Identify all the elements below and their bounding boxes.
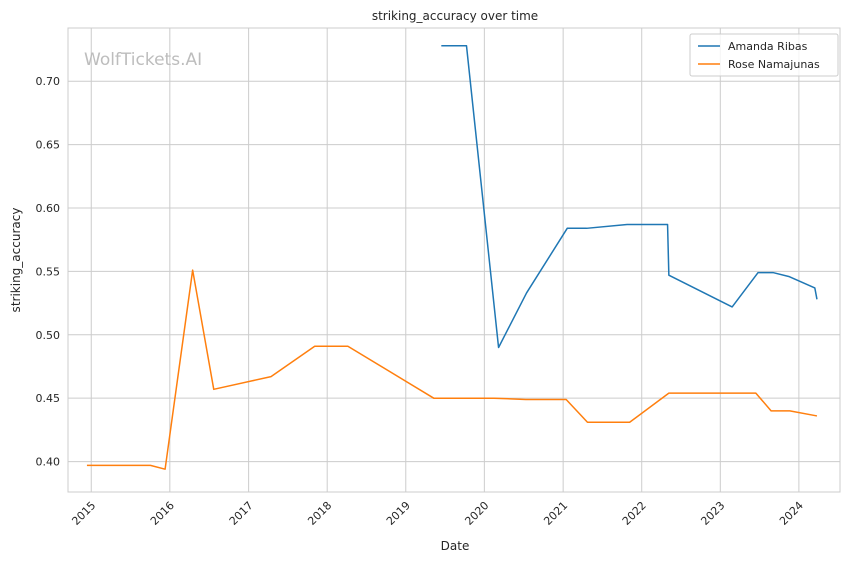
y-tick-label: 0.45: [36, 392, 61, 405]
chart-title: striking_accuracy over time: [372, 9, 538, 23]
series-layer: [86, 45, 818, 470]
x-axis-ticks: 2015 2016 2017 2018 2019 2020 2021 2022 2023 2024: [69, 499, 806, 528]
x-axis-label: Date: [441, 539, 470, 553]
y-tick-label: 0.50: [36, 329, 61, 342]
y-axis-label: striking_accuracy: [9, 208, 23, 313]
grid: [68, 28, 840, 492]
series-line-amanda-ribas: [441, 45, 818, 349]
watermark: WolfTickets.AI: [84, 50, 202, 70]
legend-label-rose-namajunas: Rose Namajunas: [728, 58, 820, 71]
plot-frame: [67, 27, 841, 493]
x-tick-label: 2018: [305, 499, 334, 528]
x-tick-label: 2016: [148, 499, 177, 528]
legend: Amanda Ribas Rose Namajunas: [689, 33, 839, 77]
x-tick-label: 2024: [777, 499, 806, 528]
y-tick-label: 0.65: [36, 139, 61, 152]
x-tick-label: 2020: [462, 499, 491, 528]
y-tick-label: 0.70: [36, 75, 61, 88]
series-line-rose-namajunas: [86, 269, 818, 470]
x-tick-label: 2017: [227, 499, 256, 528]
legend-label-amanda-ribas: Amanda Ribas: [728, 40, 808, 53]
x-tick-label: 2015: [69, 499, 98, 528]
x-tick-label: 2021: [541, 499, 570, 528]
x-tick-label: 2019: [384, 499, 413, 528]
x-tick-label: 2022: [620, 499, 649, 528]
y-tick-label: 0.55: [36, 265, 61, 278]
y-tick-label: 0.40: [36, 456, 61, 469]
legend-box: [689, 33, 839, 77]
y-tick-label: 0.60: [36, 202, 61, 215]
x-tick-label: 2023: [698, 499, 727, 528]
y-axis-ticks: 0.40 0.45 0.50 0.55 0.60 0.65 0.70: [36, 75, 61, 468]
